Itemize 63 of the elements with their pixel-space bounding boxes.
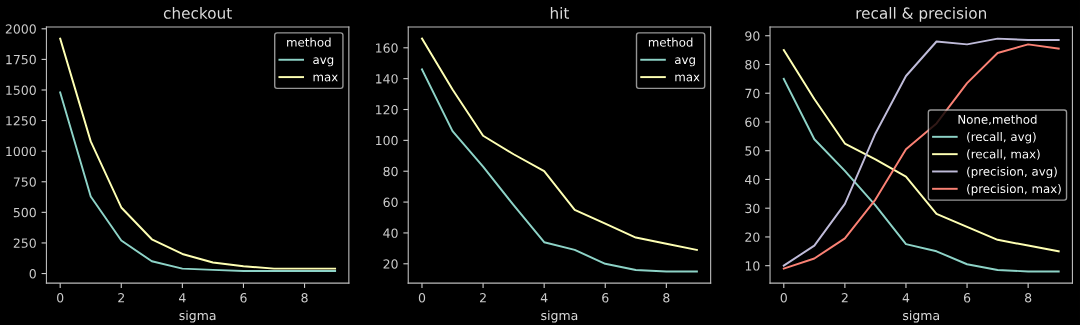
chart-title: recall & precision <box>856 7 987 22</box>
legend-title: method <box>648 37 693 47</box>
y-tick-label: 90 <box>745 31 760 41</box>
y-tick-label: 1250 <box>6 116 36 126</box>
y-tick-label: 500 <box>13 207 36 218</box>
y-tick-label: 0 <box>29 269 36 279</box>
x-tick-label: 4 <box>902 293 910 303</box>
y-tick-label: 120 <box>376 104 398 115</box>
x-axis-title: sigma <box>903 310 939 323</box>
legend-label: (recall, avg) <box>967 131 1036 144</box>
x-tick-label: 0 <box>418 293 426 303</box>
line-series <box>421 37 698 251</box>
x-tick-label: 8 <box>301 293 308 303</box>
y-tick-label: 2000 <box>5 24 36 34</box>
y-tick-label: 30 <box>745 203 760 214</box>
x-axis-title: sigma <box>541 310 578 323</box>
y-tick-label: 70 <box>745 88 760 99</box>
legend-title: None,method <box>958 114 1037 125</box>
legend-label: avg <box>675 57 695 67</box>
y-tick-label: 40 <box>745 174 760 185</box>
x-tick-label: 4 <box>540 293 548 303</box>
y-tick-label: 1750 <box>6 54 36 65</box>
line-series <box>59 37 337 270</box>
y-tick-label: 60 <box>745 117 760 127</box>
y-tick-label: 1500 <box>6 85 36 95</box>
y-tick-label: 100 <box>376 135 398 146</box>
legend-label: (precision, max) <box>967 183 1061 196</box>
line-series <box>782 77 1060 273</box>
y-tick-label: 80 <box>745 59 760 70</box>
x-tick-label: 2 <box>480 293 486 303</box>
legend-label: avg <box>313 57 334 67</box>
x-tick-label: 6 <box>602 293 609 303</box>
y-tick-label: 40 <box>383 228 398 238</box>
y-tick-label: 80 <box>383 166 398 177</box>
y-tick-label: 160 <box>376 43 398 53</box>
x-tick-label: 6 <box>240 293 247 303</box>
chart-title: hit <box>550 7 570 19</box>
line-series <box>421 68 698 273</box>
y-tick-label: 20 <box>383 259 398 269</box>
y-tick-label: 140 <box>376 74 398 84</box>
y-tick-label: 20 <box>745 232 760 242</box>
x-axis-title: sigma <box>179 310 216 323</box>
x-tick-label: 8 <box>1025 293 1032 303</box>
line-series <box>59 91 337 273</box>
y-tick-label: 60 <box>383 197 398 208</box>
x-tick-label: 8 <box>663 293 670 303</box>
x-tick-label: 6 <box>963 293 971 303</box>
chart-title: checkout <box>163 7 232 19</box>
legend-label: max <box>675 74 700 82</box>
y-tick-label: 750 <box>13 177 36 187</box>
x-tick-label: 2 <box>118 293 124 303</box>
x-tick-label: 0 <box>57 293 64 303</box>
legend-label: (recall, max) <box>967 149 1040 160</box>
legend-title: method <box>287 37 331 47</box>
y-tick-label: 1000 <box>6 146 36 157</box>
y-tick-label: 50 <box>745 146 760 156</box>
legend-label: (precision, avg) <box>967 166 1057 179</box>
x-tick-label: 4 <box>179 293 186 303</box>
x-tick-label: 2 <box>841 293 848 303</box>
y-tick-label: 10 <box>745 261 760 271</box>
y-tick-label: 250 <box>13 238 36 248</box>
legend-label: max <box>313 74 338 82</box>
x-tick-label: 0 <box>780 293 787 303</box>
